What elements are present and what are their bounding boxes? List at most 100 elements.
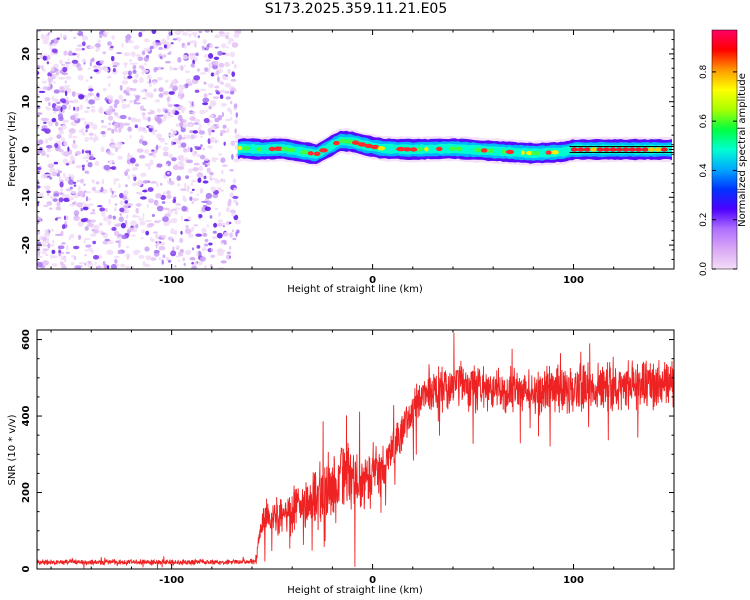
- signal-hotspot: [501, 149, 506, 154]
- noise-point: [142, 108, 146, 111]
- signal-hotspot: [263, 147, 268, 152]
- noise-point: [85, 244, 92, 248]
- noise-point: [95, 181, 100, 185]
- noise-point: [125, 93, 131, 96]
- noise-point: [140, 237, 144, 240]
- noise-point: [137, 56, 144, 62]
- noise-point: [166, 34, 170, 41]
- noise-point: [123, 52, 131, 57]
- signal-hotspot: [463, 147, 467, 152]
- noise-point: [198, 130, 206, 135]
- noise-point: [165, 256, 170, 261]
- colorbar-ticks: 0.0 0.2 0.4 0.6 0.8: [699, 64, 737, 276]
- noise-point: [125, 184, 128, 188]
- noise-point: [150, 236, 153, 242]
- noise-point: [234, 144, 238, 151]
- noise-point: [232, 195, 239, 199]
- noise-point: [113, 112, 119, 116]
- noise-point: [168, 180, 175, 186]
- noise-point: [72, 136, 78, 139]
- noise-point: [152, 231, 158, 234]
- noise-point: [46, 61, 50, 65]
- noise-point: [68, 160, 73, 165]
- noise-point: [172, 246, 175, 252]
- noise-point: [167, 208, 174, 215]
- noise-point: [196, 245, 201, 249]
- signal-hotspot: [364, 143, 373, 149]
- signal-hotspot: [570, 147, 578, 152]
- noise-point: [230, 100, 233, 105]
- noise-point: [121, 80, 129, 85]
- noise-point: [180, 230, 183, 235]
- noise-point: [113, 122, 119, 127]
- noise-point: [147, 112, 153, 115]
- y-tick-label: 200: [21, 482, 32, 503]
- noise-point: [90, 76, 93, 79]
- noise-point: [155, 193, 162, 199]
- signal-hotspot: [495, 149, 500, 154]
- noise-point: [235, 112, 238, 118]
- noise-point: [142, 140, 148, 146]
- noise-point: [199, 109, 206, 115]
- noise-point: [177, 114, 183, 121]
- noise-point: [68, 128, 76, 134]
- signal-hotspot: [307, 151, 314, 156]
- noise-point: [79, 178, 85, 184]
- noise-point: [218, 153, 223, 156]
- noise-point: [140, 172, 147, 177]
- noise-point: [228, 37, 234, 43]
- noise-point: [191, 201, 195, 204]
- noise-point: [198, 127, 202, 132]
- noise-point: [219, 94, 224, 99]
- noise-point: [232, 237, 237, 241]
- noise-point: [121, 42, 124, 48]
- noise-point: [208, 175, 213, 178]
- noise-point: [117, 249, 122, 255]
- noise-point: [48, 71, 55, 74]
- noise-point: [224, 62, 231, 67]
- signal-hotspot: [370, 144, 380, 150]
- noise-point: [229, 232, 233, 238]
- noise-point: [51, 48, 58, 53]
- noise-point: [43, 185, 51, 189]
- noise-point: [112, 162, 115, 165]
- noise-point: [82, 35, 89, 41]
- noise-point: [207, 145, 213, 149]
- noise-point: [188, 33, 192, 38]
- noise-point: [111, 35, 116, 40]
- noise-point: [58, 197, 64, 203]
- noise-point: [56, 134, 62, 139]
- noise-point: [155, 42, 162, 46]
- noise-point: [117, 145, 121, 150]
- noise-point: [90, 233, 97, 237]
- noise-point: [191, 179, 196, 183]
- noise-point: [232, 178, 237, 184]
- noise-point: [138, 31, 143, 38]
- noise-point: [172, 198, 177, 204]
- noise-point: [141, 190, 148, 193]
- noise-point: [110, 45, 114, 49]
- noise-point: [202, 180, 209, 184]
- noise-point: [158, 47, 164, 50]
- noise-point: [152, 129, 156, 136]
- signal-hotspot: [628, 147, 636, 152]
- noise-point: [212, 230, 217, 234]
- noise-point: [153, 88, 157, 92]
- noise-point: [163, 207, 170, 210]
- noise-point: [47, 243, 51, 249]
- x-tick-label: 100: [563, 275, 584, 286]
- noise-point: [183, 64, 187, 67]
- noise-point: [135, 203, 142, 207]
- noise-point: [59, 181, 64, 188]
- noise-point: [84, 136, 89, 143]
- noise-point: [125, 245, 130, 249]
- noise-point: [218, 62, 225, 68]
- noise-point: [190, 182, 193, 186]
- noise-point: [134, 124, 138, 129]
- noise-point: [145, 255, 150, 260]
- signal-hotspot: [641, 147, 649, 152]
- noise-point: [186, 134, 191, 140]
- noise-point: [57, 113, 64, 119]
- noise-point: [224, 82, 231, 88]
